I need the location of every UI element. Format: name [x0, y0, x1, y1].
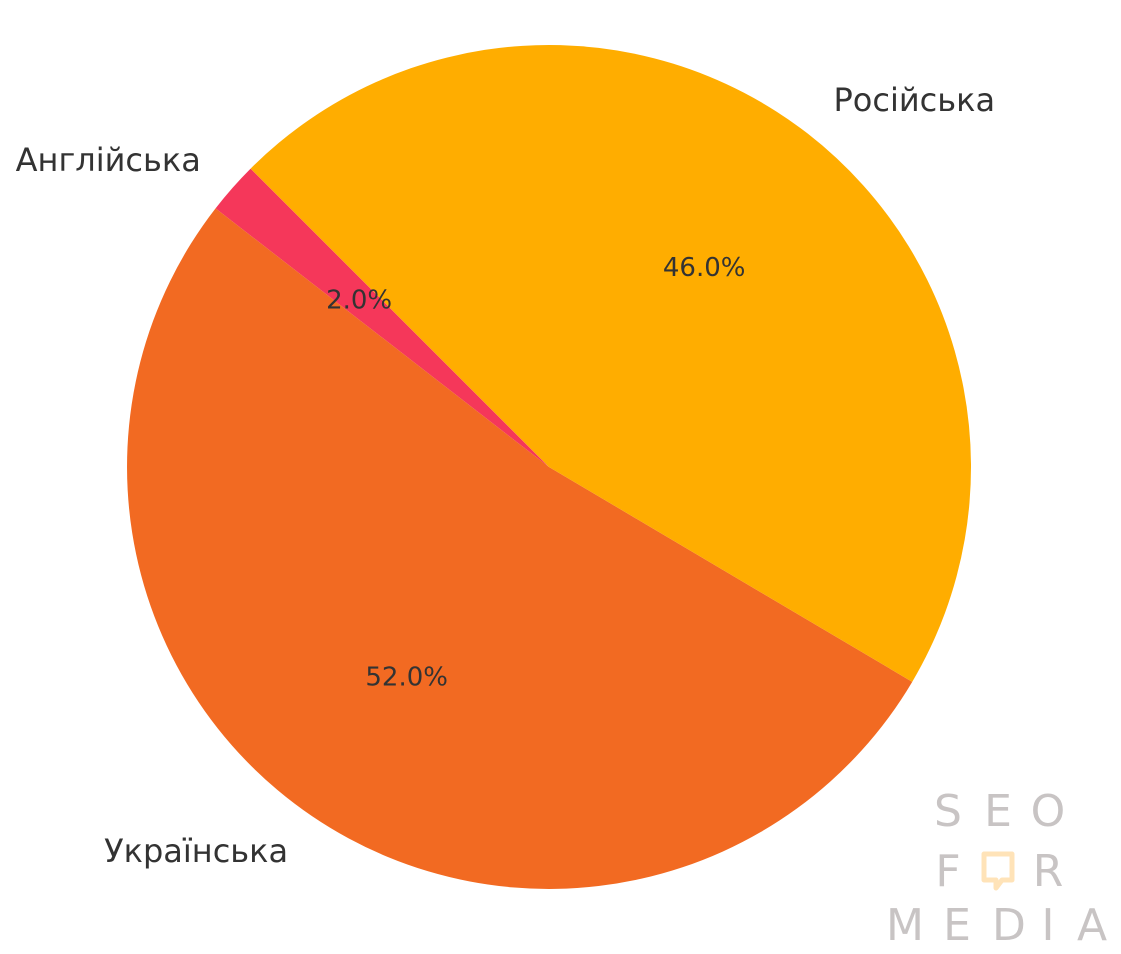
watermark-letter: I [1042, 900, 1055, 950]
seo-for-media-watermark: S E O F R M E D I A [886, 786, 1107, 951]
watermark-row-2: F R [935, 846, 1063, 897]
pie-percentage-labels: 2.0% 52.0% 46.0% [326, 253, 745, 693]
watermark-letter: S [934, 786, 962, 837]
watermark-letter: O [1031, 786, 1066, 837]
watermark-letter: A [1077, 900, 1107, 950]
watermark-letter-r: R [1033, 846, 1064, 897]
slice-percentage-label: 46.0% [663, 253, 746, 283]
watermark-letter-f: F [935, 846, 960, 897]
watermark-letter: M [886, 900, 924, 950]
slice-percentage-label: 52.0% [365, 662, 448, 692]
pie-slices [127, 44, 972, 889]
slice-category-label: Англійська [16, 141, 201, 179]
pie-slice [250, 44, 972, 682]
speech-bubble-o-icon [981, 851, 1015, 891]
watermark-letter: E [943, 900, 971, 950]
watermark-letter: D [992, 900, 1026, 950]
pie-slice [215, 168, 550, 467]
watermark-letter: E [984, 786, 1012, 837]
slice-category-label: Російська [834, 81, 996, 119]
watermark-row-1: S E O [934, 786, 1065, 837]
pie-category-labels: Англійська Українська Російська [16, 81, 995, 870]
slice-percentage-label: 2.0% [326, 286, 392, 316]
pie-slice [127, 208, 913, 889]
watermark-row-3: M E D I A [886, 900, 1107, 951]
slice-category-label: Українська [104, 832, 288, 870]
